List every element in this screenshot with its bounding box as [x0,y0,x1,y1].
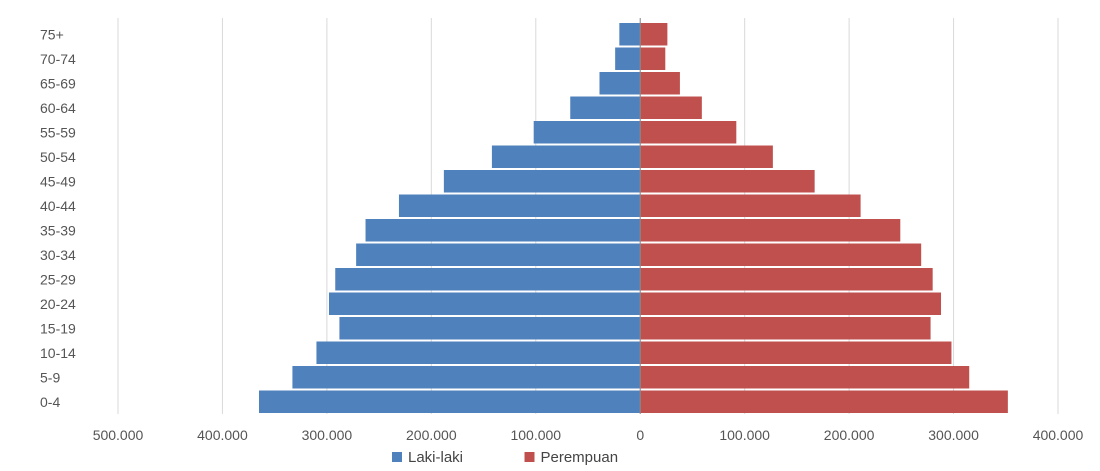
category-labels: 0-4 5-9 10-14 15-19 20-24 25-29 30-34 35-39 40-4… [40,26,76,410]
category-label: 70-74 [40,51,76,67]
bar-perempuan [640,121,737,144]
category-label: 25-29 [40,271,76,287]
x-tick-label: 100.000 [719,427,770,443]
x-tick-label: 0 [636,427,644,443]
bar-perempuan [640,243,922,266]
bar-perempuan [640,96,702,119]
bar-perempuan [640,170,815,193]
category-label: 35-39 [40,222,76,238]
x-tick-label: 400.000 [1033,427,1084,443]
bar-perempuan [640,341,952,364]
bar-perempuan [640,145,773,168]
bars [259,23,1008,413]
bar-laki-laki [356,243,641,266]
bar-laki-laki [292,366,641,389]
bar-laki-laki [316,341,641,364]
bar-perempuan [640,317,931,340]
category-label: 15-19 [40,320,76,336]
bar-laki-laki [570,96,641,119]
bar-laki-laki [599,72,641,95]
bar-perempuan [640,366,970,389]
x-tick-label: 300.000 [302,427,353,443]
bar-perempuan [640,292,942,315]
bar-laki-laki [443,170,641,193]
bar-laki-laki [533,121,641,144]
x-tick-label: 200.000 [406,427,457,443]
bar-laki-laki [365,219,641,242]
bar-laki-laki [328,292,641,315]
category-label: 75+ [40,26,64,42]
category-label: 5-9 [40,369,60,385]
legend-swatch [524,452,535,462]
bar-perempuan [640,47,666,70]
category-label: 20-24 [40,296,76,312]
bar-perempuan [640,23,668,46]
category-label: 55-59 [40,124,76,140]
x-tick-label: 200.000 [824,427,875,443]
bar-laki-laki [491,145,641,168]
legend: Laki-laki Perempuan [392,449,618,466]
category-label: 65-69 [40,75,76,91]
category-label: 45-49 [40,173,76,189]
bar-perempuan [640,390,1008,413]
legend-swatch [392,452,402,462]
bar-laki-laki [619,23,641,46]
x-tick-label: 300.000 [928,427,979,443]
bar-perempuan [640,72,680,95]
bar-perempuan [640,219,901,242]
category-label: 30-34 [40,247,76,263]
x-tick-label: 100.000 [510,427,561,443]
bar-laki-laki [339,317,641,340]
bar-laki-laki [259,390,641,413]
category-label: 60-64 [40,100,76,116]
bar-laki-laki [398,194,641,217]
category-label: 10-14 [40,345,76,361]
legend-label: Laki-laki [408,449,463,466]
bar-perempuan [640,194,861,217]
bar-perempuan [640,268,933,291]
category-label: 40-44 [40,198,76,214]
x-tick-label: 500.000 [93,427,144,443]
bar-laki-laki [335,268,641,291]
category-label: 50-54 [40,149,76,165]
x-tick-label: 400.000 [197,427,248,443]
legend-label: Perempuan [541,449,619,466]
bar-laki-laki [615,47,641,70]
category-label: 0-4 [40,394,60,410]
tick-labels: 500.000 400.000 300.000 200.000 100.000 0 100.… [93,427,1084,443]
